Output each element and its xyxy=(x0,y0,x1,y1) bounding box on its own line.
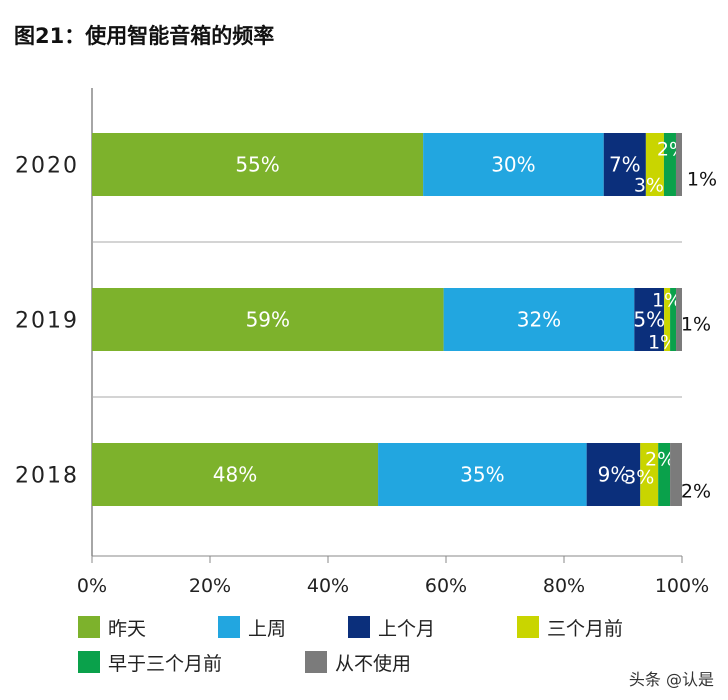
bar-segment xyxy=(586,443,641,506)
data-label: 3% xyxy=(624,467,654,489)
category-label: 2018 xyxy=(15,464,79,489)
legend-label: 早于三个月前 xyxy=(108,653,222,675)
legend-label: 从不使用 xyxy=(335,653,411,675)
data-label: 5% xyxy=(633,308,665,332)
chart-title: 图21：使用智能音箱的频率 xyxy=(14,24,275,48)
x-tick-label: 0% xyxy=(77,575,107,597)
data-label: 1% xyxy=(687,169,717,191)
legend-swatch xyxy=(517,616,539,638)
data-label: 1% xyxy=(652,290,682,312)
bar-segment xyxy=(664,288,671,351)
x-tick-label: 20% xyxy=(189,575,231,597)
bar-segment xyxy=(634,288,665,351)
data-label: 2% xyxy=(645,449,675,471)
legend-swatch xyxy=(348,616,370,638)
data-label: 48% xyxy=(213,463,257,487)
data-label: 7% xyxy=(609,153,641,177)
data-label: 55% xyxy=(235,153,279,177)
legend-label: 三个月前 xyxy=(547,618,623,640)
data-label: 2% xyxy=(657,139,687,161)
bar-segment xyxy=(640,443,659,506)
bar-segment xyxy=(670,288,677,351)
category-label: 2020 xyxy=(15,154,79,179)
data-label: 59% xyxy=(246,308,290,332)
x-tick-label: 80% xyxy=(543,575,585,597)
data-label: 30% xyxy=(491,153,535,177)
bar-segment xyxy=(423,133,604,196)
bar-segment xyxy=(378,443,587,506)
data-label: 3% xyxy=(634,175,664,197)
bar-segment xyxy=(658,443,671,506)
x-tick-label: 60% xyxy=(425,575,467,597)
legend-swatch xyxy=(305,651,327,673)
legend-swatch xyxy=(78,651,100,673)
x-tick-label: 100% xyxy=(655,575,709,597)
bar-segment xyxy=(645,133,664,196)
bar-segment xyxy=(92,443,379,506)
data-label: 2% xyxy=(681,481,711,503)
data-label: 35% xyxy=(460,463,504,487)
bar-segment xyxy=(92,288,444,351)
x-tick-label: 40% xyxy=(307,575,349,597)
data-label: 32% xyxy=(517,308,561,332)
category-label: 2019 xyxy=(15,309,79,334)
bar-segment xyxy=(675,133,682,196)
legend-label: 上个月 xyxy=(378,618,435,640)
bar-segment xyxy=(663,133,676,196)
bar-segment xyxy=(603,133,646,196)
watermark: 头条 @认是 xyxy=(628,670,714,689)
legend-swatch xyxy=(218,616,240,638)
data-label: 9% xyxy=(598,463,630,487)
data-label: 1% xyxy=(681,314,711,336)
legend-label: 昨天 xyxy=(108,618,146,640)
bar-segment xyxy=(443,288,635,351)
bar-segment xyxy=(670,443,682,506)
legend-swatch xyxy=(78,616,100,638)
legend-label: 上周 xyxy=(248,618,286,640)
bar-segment xyxy=(92,133,424,196)
bar-segment xyxy=(676,288,682,351)
